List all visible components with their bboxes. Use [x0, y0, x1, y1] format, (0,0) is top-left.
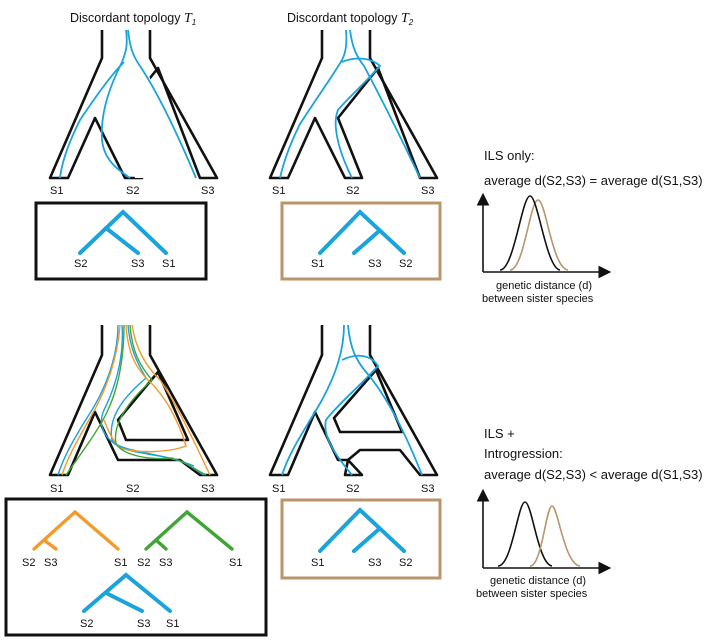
gene-tree-label: S1 — [166, 618, 179, 630]
gene-tree-bot-mid — [318, 507, 406, 553]
gene-tree-label: S2 — [399, 258, 412, 270]
tip-label: S1 — [50, 185, 63, 197]
tip-label: S1 — [272, 185, 285, 197]
tip-label: S2 — [346, 483, 359, 495]
title-topology-t2: Discordant topology T2 — [287, 11, 414, 27]
gene-lineages-top-mid — [279, 29, 421, 179]
gene-tree-label: S1 — [311, 258, 324, 270]
curve-d-s1-s3 — [529, 505, 581, 567]
gene-tree-label: S3 — [44, 557, 57, 569]
gene-tree-label: S1 — [114, 557, 127, 569]
gene-tree-label: S2 — [137, 557, 150, 569]
gene-tree-box-top-left — [34, 201, 208, 281]
tip-label: S1 — [272, 483, 285, 495]
curve-d-s1-s3 — [509, 199, 569, 271]
ils-introgression-heading-2: Introgression: — [484, 446, 563, 461]
tip-label: S3 — [201, 483, 214, 495]
gene-tree-box-bot-mid — [280, 498, 442, 580]
gene-tree-label: S1 — [229, 557, 242, 569]
gene-tree-bot-left-green — [144, 509, 234, 551]
gene-tree-label: S1 — [162, 258, 175, 270]
gene-tree-label: S3 — [159, 557, 172, 569]
tip-label: S3 — [201, 185, 214, 197]
gene-tree-top-left — [78, 209, 168, 255]
ils-introgression-xlabel-1: genetic distance (d) — [490, 575, 586, 587]
gene-tree-label: S3 — [368, 557, 381, 569]
gene-lineages-bot-mid — [281, 324, 423, 476]
gene-tree-bot-left-orange — [32, 509, 120, 551]
ils-introgression-equation: average d(S2,S3) < average d(S1,S3) — [484, 467, 703, 482]
gene-tree-box-top-mid — [280, 201, 442, 281]
species-tree-top-mid — [268, 30, 439, 180]
ils-only-xlabel-2: between sister species — [482, 293, 594, 305]
curve-d-s2-s3 — [497, 501, 553, 567]
ils-only-plot — [476, 192, 612, 279]
gene-lineages-top-left — [59, 29, 197, 179]
title-topology-t1: Discordant topology T1 — [70, 11, 196, 27]
ils-introgression-plot — [476, 488, 612, 575]
tip-label: S2 — [126, 483, 139, 495]
tip-label: S2 — [126, 185, 139, 197]
gene-tree-box-bot-left — [4, 497, 268, 637]
curve-d-s2-s3 — [499, 195, 561, 271]
gene-tree-label: S1 — [311, 557, 324, 569]
tip-label: S3 — [421, 185, 434, 197]
gene-tree-label: S3 — [368, 258, 381, 270]
gene-tree-label: S3 — [137, 618, 150, 630]
tip-label: S1 — [50, 483, 63, 495]
gene-tree-bot-left-blue — [82, 572, 172, 613]
gene-tree-top-mid — [318, 209, 406, 255]
gene-tree-label: S2 — [80, 618, 93, 630]
species-tips-top-left: S1 S2 S3 — [50, 185, 214, 197]
tip-label: S3 — [421, 483, 434, 495]
species-tree-bot-left — [48, 325, 219, 477]
tip-label: S2 — [346, 185, 359, 197]
ils-introgression-heading-1: ILS + — [484, 426, 515, 441]
species-tree-top-left — [48, 30, 219, 180]
ils-introgression-xlabel-2: between sister species — [476, 588, 588, 600]
gene-tree-label: S3 — [131, 258, 144, 270]
gene-tree-label: S2 — [399, 557, 412, 569]
gene-lineages-bot-left — [57, 324, 211, 476]
gene-tree-label: S2 — [22, 557, 35, 569]
species-tips-top-mid: S1 S2 S3 — [272, 185, 434, 197]
species-tips-bot-left: S1 S2 S3 — [50, 483, 214, 495]
species-tips-bot-mid: S1 S2 S3 — [272, 483, 434, 495]
ils-only-xlabel-1: genetic distance (d) — [496, 280, 592, 292]
ils-only-equation: average d(S2,S3) = average d(S1,S3) — [484, 173, 703, 188]
gene-tree-label: S2 — [74, 258, 87, 270]
ils-only-heading: ILS only: — [484, 148, 535, 163]
